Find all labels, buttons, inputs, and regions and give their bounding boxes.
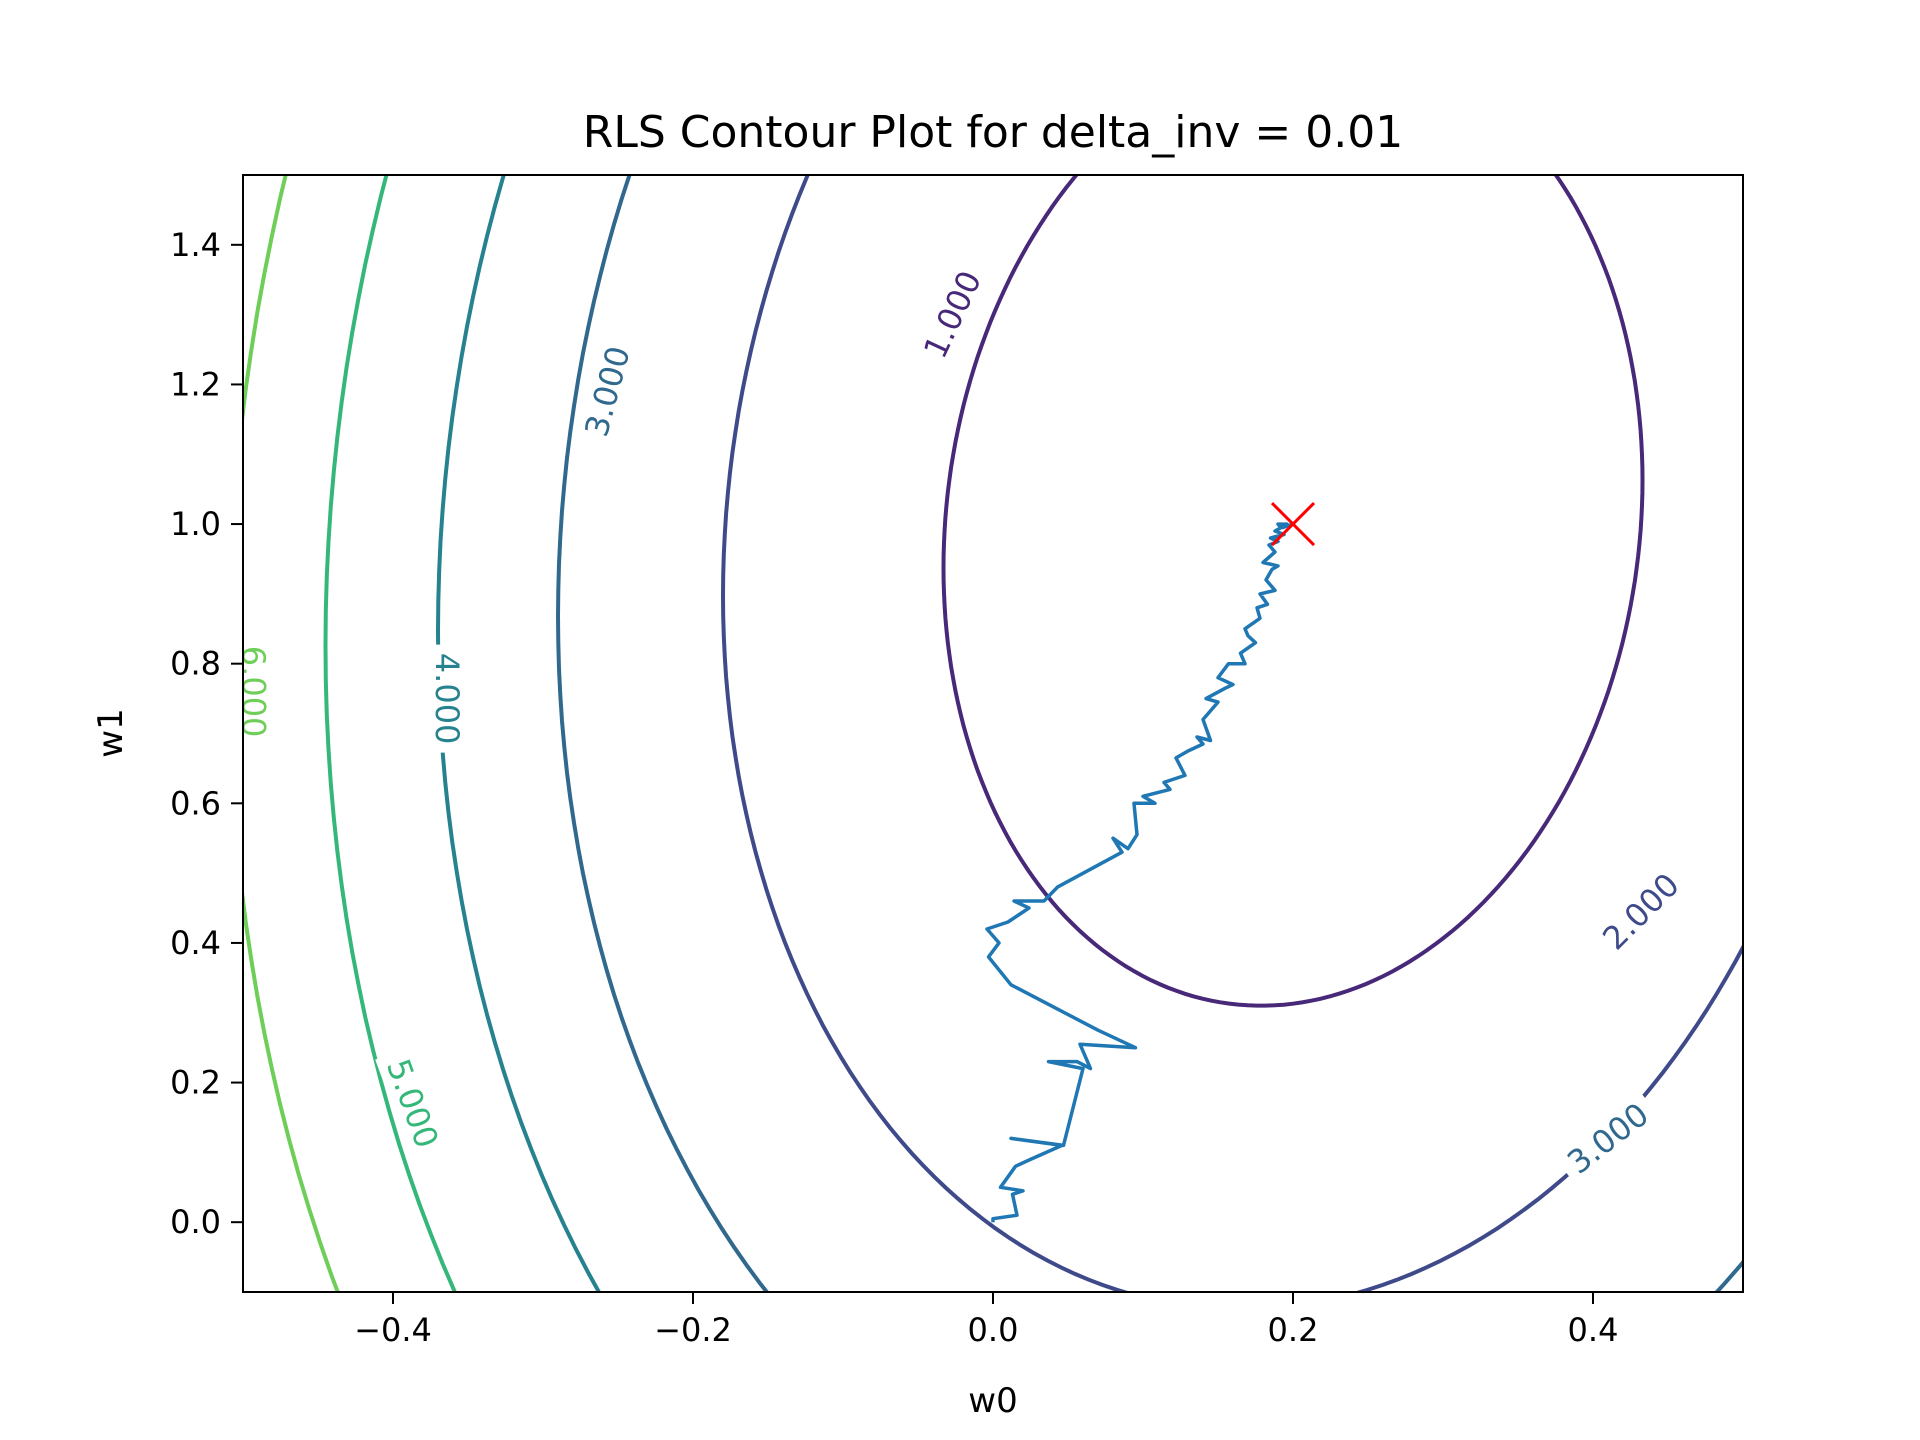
- contour-lines: [131, 0, 1920, 1440]
- y-tick-label: 0.8: [170, 645, 221, 683]
- contour-label-text: 4.000: [428, 653, 466, 745]
- x-tick-label: −0.2: [654, 1311, 732, 1349]
- plot-frame: [243, 175, 1743, 1292]
- y-tick-label: 1.0: [170, 505, 221, 543]
- chart-title: RLS Contour Plot for delta_inv = 0.01: [583, 107, 1403, 158]
- contour-label-text: 3.000: [1560, 1095, 1656, 1181]
- contour-level-3: [558, 0, 1920, 1440]
- x-tick-label: 0.0: [968, 1311, 1019, 1349]
- contour-label-5: 2.000: [1589, 859, 1694, 964]
- contour-label-text: 6.000: [235, 646, 273, 738]
- contour-label-6: 3.000: [1553, 1089, 1663, 1187]
- x-tick-label: 0.2: [1268, 1311, 1319, 1349]
- y-tick-label: 0.2: [170, 1064, 221, 1102]
- y-tick-label: 1.2: [170, 365, 221, 403]
- contour-label-4: 6.000: [234, 638, 274, 746]
- contour-level-4: [438, 0, 1920, 1440]
- contour-label-2: 4.000: [427, 645, 467, 753]
- y-tick-label: 1.4: [170, 226, 221, 264]
- contour-label-0: 1.000: [912, 257, 994, 372]
- trajectory-series: [987, 524, 1293, 1222]
- x-axis-label: w0: [968, 1381, 1017, 1421]
- y-tick-label: 0.6: [170, 784, 221, 822]
- y-tick-label: 0.0: [170, 1203, 221, 1241]
- contour-label-text: 1.000: [916, 265, 989, 364]
- contour-label-text: 2.000: [1595, 866, 1687, 958]
- x-tick-label: 0.4: [1568, 1311, 1619, 1349]
- y-axis-label: w1: [91, 708, 131, 757]
- trajectory-line-0: [987, 524, 1293, 1222]
- contour-level-2: [723, 0, 1863, 1309]
- y-tick-label: 0.4: [170, 924, 221, 962]
- x-axis-ticks: −0.4 −0.2 0.0 0.2 0.4: [354, 1292, 1618, 1349]
- x-tick-label: −0.4: [354, 1311, 432, 1349]
- contour-level-7: [131, 0, 1920, 1440]
- contour-label-text: 3.000: [577, 342, 637, 440]
- y-axis-ticks: 0.0 0.2 0.4 0.6 0.8 1.0 1.2 1.4: [170, 226, 243, 1241]
- contour-level-6: [228, 0, 1920, 1440]
